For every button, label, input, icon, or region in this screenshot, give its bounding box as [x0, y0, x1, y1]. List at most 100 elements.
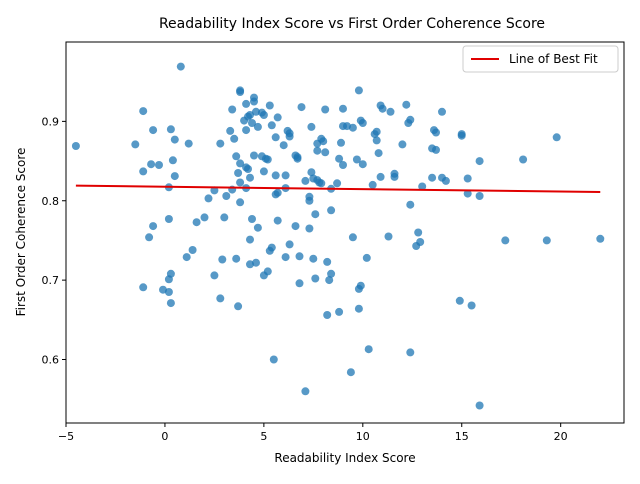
- data-point-40: [232, 254, 241, 263]
- fit-line: [75, 184, 601, 194]
- data-point-106: [305, 196, 314, 205]
- data-point-64: [252, 107, 260, 116]
- data-point-57: [246, 235, 254, 244]
- data-point-38: [230, 134, 239, 143]
- y-axis-label: First Order Coherence Score: [14, 148, 28, 317]
- data-point-2: [139, 107, 148, 116]
- data-point-39: [232, 152, 241, 161]
- data-point-151: [372, 127, 381, 136]
- data-point-178: [441, 176, 450, 185]
- data-point-181: [457, 131, 466, 140]
- data-point-5: [149, 126, 158, 135]
- y-axis-ticks: 0.6 0.7 0.8 0.9: [42, 115, 66, 367]
- x-tick-label: 10: [356, 430, 370, 443]
- data-point-158: [386, 107, 395, 116]
- data-point-34: [222, 192, 231, 200]
- data-point-101: [297, 103, 306, 112]
- data-point-122: [323, 257, 332, 266]
- data-point-140: [354, 86, 363, 95]
- data-point-107: [307, 168, 316, 177]
- data-point-160: [390, 172, 399, 181]
- data-point-166: [406, 348, 415, 357]
- data-point-70: [259, 111, 268, 119]
- data-point-152: [372, 136, 381, 145]
- data-point-65: [252, 258, 260, 267]
- data-point-145: [358, 119, 367, 127]
- data-point-90: [281, 253, 290, 262]
- y-tick-label: 0.7: [42, 274, 60, 287]
- data-point-16: [176, 62, 185, 71]
- data-point-153: [374, 149, 383, 158]
- data-point-188: [501, 236, 510, 245]
- data-point-133: [339, 161, 347, 169]
- data-point-93: [285, 129, 294, 138]
- chart-title: Readability Index Score vs First Order C…: [159, 16, 545, 32]
- data-point-105: [305, 224, 314, 233]
- data-point-169: [416, 238, 425, 246]
- data-point-59: [248, 119, 256, 127]
- x-axis-label: Readability Index Score: [274, 451, 415, 465]
- data-point-179: [455, 296, 464, 305]
- data-point-138: [348, 123, 357, 132]
- data-point-71: [259, 167, 268, 176]
- data-point-182: [463, 189, 472, 198]
- data-point-121: [321, 105, 330, 114]
- data-point-67: [253, 223, 262, 232]
- data-point-47: [236, 198, 245, 207]
- data-point-161: [398, 140, 407, 149]
- data-point-170: [418, 182, 427, 191]
- data-point-58: [246, 260, 254, 269]
- data-point-74: [263, 155, 272, 164]
- data-point-123: [323, 311, 332, 319]
- data-point-27: [204, 194, 213, 203]
- data-point-15: [170, 172, 179, 181]
- data-point-21: [166, 299, 175, 308]
- y-tick-label: 0.9: [42, 115, 60, 128]
- data-point-96: [291, 222, 300, 231]
- data-point-136: [346, 368, 355, 377]
- data-point-187: [475, 401, 484, 410]
- data-point-112: [311, 210, 320, 219]
- data-point-139: [352, 155, 361, 164]
- data-point-84: [273, 188, 282, 197]
- data-point-79: [267, 121, 276, 130]
- data-point-132: [339, 104, 347, 113]
- data-point-189: [519, 155, 528, 164]
- data-point-1: [131, 140, 140, 149]
- data-point-78: [267, 243, 276, 252]
- data-point-118: [317, 179, 326, 188]
- data-point-164: [406, 115, 415, 124]
- data-point-0: [71, 142, 80, 150]
- data-point-62: [250, 151, 258, 160]
- data-point-156: [378, 104, 387, 113]
- data-point-32: [216, 294, 225, 303]
- data-point-120: [321, 148, 330, 157]
- data-point-108: [307, 122, 316, 131]
- data-point-127: [327, 269, 336, 278]
- data-point-113: [313, 146, 322, 155]
- data-point-168: [414, 228, 423, 237]
- data-point-44: [236, 86, 245, 95]
- data-point-174: [432, 145, 440, 154]
- data-point-191: [552, 133, 561, 142]
- data-point-7: [145, 233, 154, 242]
- data-point-111: [311, 274, 320, 283]
- data-point-124: [325, 276, 334, 285]
- data-point-99: [295, 279, 304, 288]
- data-point-183: [463, 174, 472, 183]
- data-point-4: [147, 160, 156, 169]
- data-point-14: [170, 135, 179, 144]
- data-point-165: [406, 200, 415, 209]
- data-point-30: [216, 139, 225, 148]
- data-point-29: [210, 271, 219, 280]
- data-point-45: [236, 159, 245, 168]
- data-point-190: [542, 236, 551, 245]
- x-axis-ticks: −5 0 5 10 15 20: [58, 423, 568, 443]
- data-point-184: [467, 301, 476, 310]
- data-point-88: [281, 171, 290, 180]
- data-point-176: [438, 107, 446, 116]
- data-point-125: [327, 206, 336, 215]
- data-point-148: [364, 345, 373, 354]
- data-point-41: [234, 302, 243, 311]
